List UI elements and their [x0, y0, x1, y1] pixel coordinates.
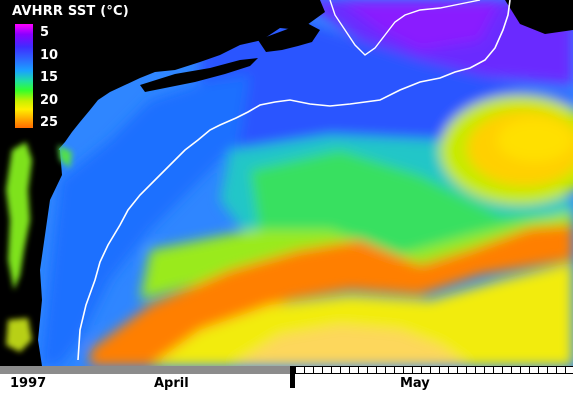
inland-bays: [6, 142, 72, 352]
timeline-day-ticks: [295, 366, 573, 374]
shelf-break-line: [77, 0, 511, 361]
sst-colorbar: [15, 24, 33, 128]
timeline-current-marker[interactable]: [290, 366, 295, 388]
timeline-month-may: May: [400, 376, 430, 391]
legend-title: AVHRR SST (°C): [12, 4, 129, 19]
gulf-stream: [90, 225, 573, 366]
legend-tick: 20: [40, 93, 59, 108]
timeline-month-april: April: [154, 376, 189, 391]
timeline-progress: [0, 366, 292, 374]
warm-water-south: [150, 262, 573, 366]
sst-map: [0, 0, 573, 366]
timeline-year: 1997: [10, 376, 47, 391]
timeline-bar: 1997 April May: [0, 366, 573, 402]
legend-tick: 15: [40, 70, 59, 85]
sst-field: [40, 0, 573, 366]
legend-tick: 10: [40, 48, 59, 63]
legend-tick: 5: [40, 25, 50, 40]
shelf-break-line-north: [329, 0, 481, 56]
legend-tick: 25: [40, 115, 59, 130]
